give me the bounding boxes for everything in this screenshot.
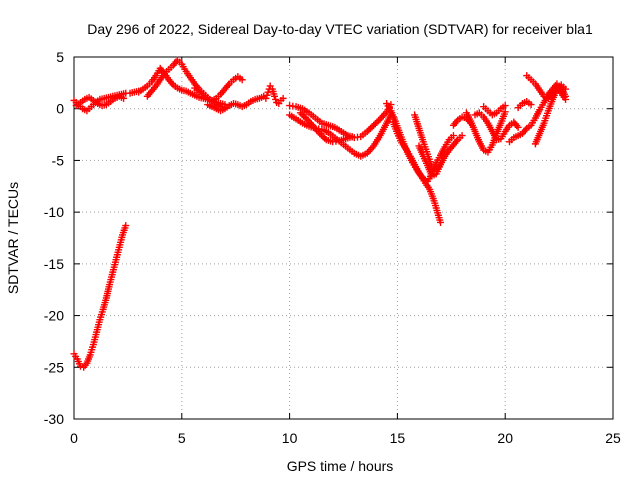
series-sat-k: [296, 109, 356, 146]
data-point: [368, 123, 376, 131]
data-point: [300, 112, 308, 120]
x-tick-label: 20: [497, 430, 513, 446]
data-point: [263, 91, 271, 99]
x-axis-label: GPS time / hours: [287, 458, 394, 474]
data-point: [76, 362, 84, 370]
data-points: [70, 56, 570, 371]
data-point: [366, 124, 374, 132]
series-sat-s: [480, 102, 509, 119]
y-tick-label: -30: [44, 411, 64, 427]
series-sat-a: [70, 222, 130, 371]
x-tick-label: 25: [605, 430, 621, 446]
data-point: [371, 120, 379, 128]
series-sat-g: [204, 92, 268, 115]
series-sat-h: [262, 82, 287, 108]
data-point: [238, 76, 246, 84]
data-point: [272, 95, 280, 103]
plot-frame: [73, 56, 614, 420]
data-point: [317, 131, 325, 139]
data-point: [458, 132, 466, 140]
data-point: [279, 94, 287, 102]
series-sat-p: [449, 113, 475, 129]
data-point: [562, 95, 570, 103]
y-tick-label: 5: [56, 49, 64, 65]
data-point: [370, 121, 378, 129]
grid: [74, 57, 613, 419]
series-sat-c: [72, 92, 128, 110]
y-tick-label: -20: [44, 308, 64, 324]
data-point: [321, 134, 329, 142]
data-point: [298, 110, 306, 118]
y-tick-label: -10: [44, 204, 64, 220]
data-point: [316, 130, 324, 138]
series-sat-v: [531, 81, 570, 148]
series-sat-f: [191, 73, 246, 104]
series-sat-o: [415, 142, 445, 180]
data-point: [319, 133, 327, 141]
data-point: [562, 85, 570, 93]
chart-title: Day 296 of 2022, Sidereal Day-to-day VTE…: [87, 21, 593, 37]
x-tick-label: 0: [70, 430, 78, 446]
series-sat-m: [389, 118, 457, 185]
series-sat-r: [471, 109, 522, 144]
y-tick-label: -25: [44, 359, 64, 375]
data-point: [348, 133, 356, 141]
data-point: [527, 101, 535, 109]
data-point: [437, 161, 445, 169]
axis-ticks: 0 5 10 15 20 25 5 0 -5 -10 -15 -20 -25 -30: [44, 49, 621, 446]
data-point: [301, 114, 309, 122]
data-point: [501, 102, 509, 110]
data-point: [120, 94, 128, 102]
data-point: [501, 108, 509, 116]
x-tick-label: 15: [390, 430, 406, 446]
series-sat-w: [514, 97, 535, 112]
data-point: [122, 222, 130, 230]
data-point: [296, 109, 304, 117]
data-point: [271, 92, 279, 100]
data-point: [262, 94, 270, 102]
series-sat-e: [143, 56, 229, 112]
data-point: [365, 126, 373, 134]
data-point: [514, 123, 522, 131]
y-tick-label: -15: [44, 256, 64, 272]
y-tick-label: -5: [52, 152, 65, 168]
data-point: [363, 127, 371, 135]
data-point: [437, 218, 445, 226]
data-point: [449, 132, 457, 140]
x-tick-label: 5: [178, 430, 186, 446]
x-tick-label: 10: [282, 430, 298, 446]
data-point: [373, 118, 381, 126]
data-point: [375, 117, 383, 125]
y-tick-label: 0: [56, 101, 64, 117]
y-axis-label: SDTVAR / TECUs: [5, 182, 21, 294]
